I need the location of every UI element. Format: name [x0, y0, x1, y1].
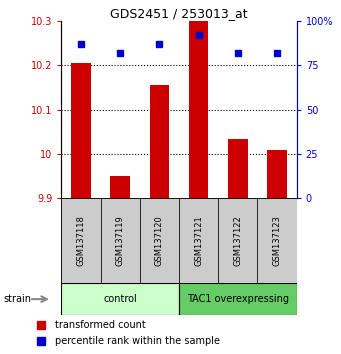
Bar [189, 21, 208, 198]
Bar [257, 198, 297, 283]
Text: GSM137122: GSM137122 [233, 215, 242, 266]
Text: GSM137118: GSM137118 [76, 215, 86, 266]
Text: GSM137120: GSM137120 [155, 215, 164, 266]
Bar [218, 198, 257, 283]
Bar [150, 85, 169, 198]
Text: GSM137121: GSM137121 [194, 215, 203, 266]
Text: percentile rank within the sample: percentile rank within the sample [55, 336, 220, 346]
Bar [110, 176, 130, 198]
Bar [61, 198, 101, 283]
Bar [179, 198, 218, 283]
Text: GSM137123: GSM137123 [272, 215, 282, 266]
Bar [101, 198, 140, 283]
Bar [228, 138, 248, 198]
Bar [71, 63, 91, 198]
Text: GSM137119: GSM137119 [116, 215, 125, 266]
Bar [179, 283, 297, 315]
Bar [140, 198, 179, 283]
Text: transformed count: transformed count [55, 320, 145, 330]
Bar [267, 150, 287, 198]
Text: control: control [103, 294, 137, 304]
Bar [61, 283, 179, 315]
Text: TAC1 overexpressing: TAC1 overexpressing [187, 294, 289, 304]
Text: strain: strain [3, 294, 31, 304]
Title: GDS2451 / 253013_at: GDS2451 / 253013_at [110, 7, 248, 20]
